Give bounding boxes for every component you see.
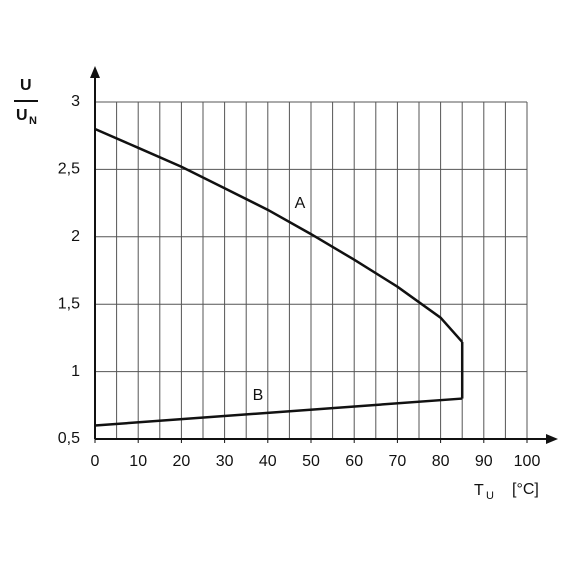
y-axis-arrow — [90, 66, 100, 78]
y-label-numerator: U — [20, 77, 32, 94]
x-tick-label: 90 — [475, 453, 493, 470]
x-label: T — [474, 482, 484, 499]
x-tick-label: 80 — [432, 453, 450, 470]
line-series — [94, 127, 464, 343]
series-label: A — [295, 195, 306, 212]
y-tick-label: 1 — [71, 363, 80, 380]
y-tick-label: 2,5 — [58, 161, 80, 178]
x-tick-label: 0 — [91, 453, 100, 470]
x-tick-label: 100 — [514, 453, 541, 470]
x-label-sub: U — [486, 490, 494, 502]
y-tick-label: 1,5 — [58, 295, 80, 312]
x-tick-label: 20 — [173, 453, 191, 470]
y-label-denominator: U — [16, 107, 28, 124]
line-series — [94, 397, 463, 427]
series-label: B — [253, 387, 264, 404]
x-tick-label: 50 — [302, 453, 320, 470]
y-label-sub: N — [29, 115, 37, 127]
x-axis-arrow — [546, 434, 558, 444]
y-tick-label: 2 — [71, 228, 80, 245]
x-tick-label: 40 — [259, 453, 277, 470]
x-tick-label: 10 — [129, 453, 147, 470]
y-tick-label: 0,5 — [58, 430, 80, 447]
x-tick-label: 30 — [216, 453, 234, 470]
x-tick-label: 60 — [345, 453, 363, 470]
x-tick-label: 70 — [389, 453, 407, 470]
y-tick-label: 3 — [71, 93, 80, 110]
x-unit: [°C] — [512, 481, 539, 498]
